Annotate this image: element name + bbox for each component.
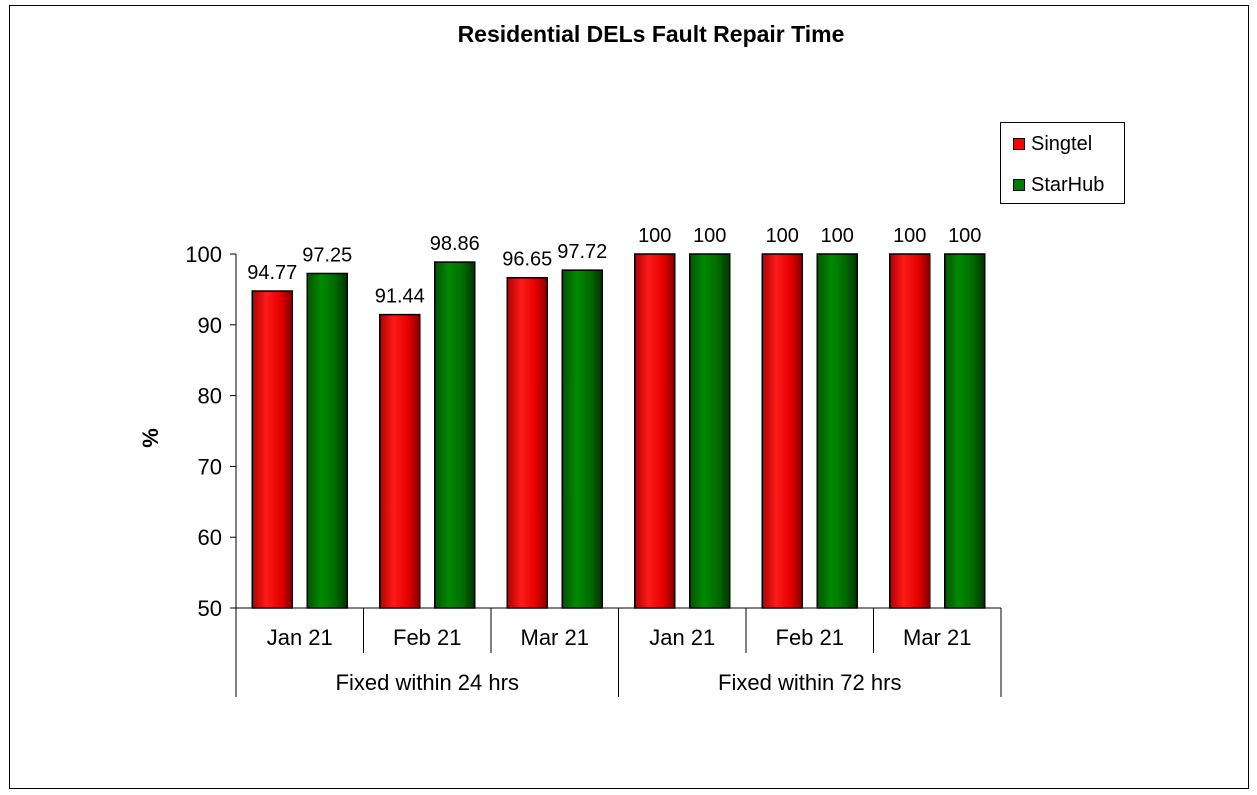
x-tick-label: Feb 21	[393, 625, 462, 650]
x-tick-label: Mar 21	[903, 625, 971, 650]
bar-starhub	[816, 253, 858, 609]
y-tick-label: 80	[198, 384, 222, 409]
x-tick-label: Mar 21	[521, 625, 589, 650]
y-tick-label: 70	[198, 454, 222, 479]
chart-title: Residential DELs Fault Repair Time	[458, 21, 845, 47]
y-axis-label: %	[138, 428, 163, 448]
y-tick-label: 90	[198, 313, 222, 338]
data-label-singtel: 94.77	[247, 262, 297, 284]
bar-starhub	[561, 269, 603, 609]
bar-singtel	[889, 253, 931, 609]
data-label-starhub: 98.86	[430, 233, 480, 255]
bar-singtel	[506, 276, 548, 609]
bar-singtel	[251, 290, 293, 609]
data-label-starhub: 100	[821, 225, 854, 247]
x-tick-label: Jan 21	[267, 625, 333, 650]
legend-label-starhub: StarHub	[1031, 173, 1105, 196]
bars: 94.77 91.44 96.65 100 100 100 97.25 98.86 97.72 1…	[247, 225, 986, 609]
data-label-starhub: 97.25	[302, 244, 352, 266]
data-label-singtel: 100	[638, 225, 671, 247]
y-tick-label: 100	[185, 242, 222, 267]
bar-singtel	[379, 313, 421, 609]
legend-item-singtel: Singtel	[1013, 132, 1093, 155]
legend-swatch-singtel	[1013, 138, 1025, 150]
x-group-label: Fixed within 24 hrs	[336, 670, 519, 695]
data-label-singtel: 96.65	[502, 249, 552, 271]
data-label-starhub: 97.72	[557, 241, 607, 263]
y-tick-label: 60	[198, 525, 222, 550]
legend-item-starhub: StarHub	[1013, 173, 1105, 196]
bar-singtel	[634, 253, 676, 609]
data-label-singtel: 100	[893, 225, 926, 247]
bar-starhub	[689, 253, 731, 609]
x-group-label: Fixed within 72 hrs	[718, 670, 901, 695]
bar-starhub	[434, 261, 476, 609]
x-tick-label: Feb 21	[776, 625, 845, 650]
bar-starhub	[944, 253, 986, 609]
legend: Singtel StarHub	[1000, 122, 1125, 204]
data-label-singtel: 91.44	[375, 286, 425, 308]
bar-starhub	[306, 272, 348, 609]
y-tick-label: 50	[198, 596, 222, 621]
y-axis: 50 60 70 80 90 100	[185, 242, 237, 621]
legend-swatch-starhub	[1013, 179, 1025, 191]
bar-singtel	[761, 253, 803, 609]
data-label-starhub: 100	[693, 225, 726, 247]
legend-label-singtel: Singtel	[1031, 132, 1093, 155]
x-tick-label: Jan 21	[649, 625, 715, 650]
data-label-singtel: 100	[766, 225, 799, 247]
data-label-starhub: 100	[948, 225, 981, 247]
x-axis: Jan 21 Feb 21 Mar 21 Jan 21 Feb 21 Mar 21Fixe…	[235, 607, 1002, 697]
